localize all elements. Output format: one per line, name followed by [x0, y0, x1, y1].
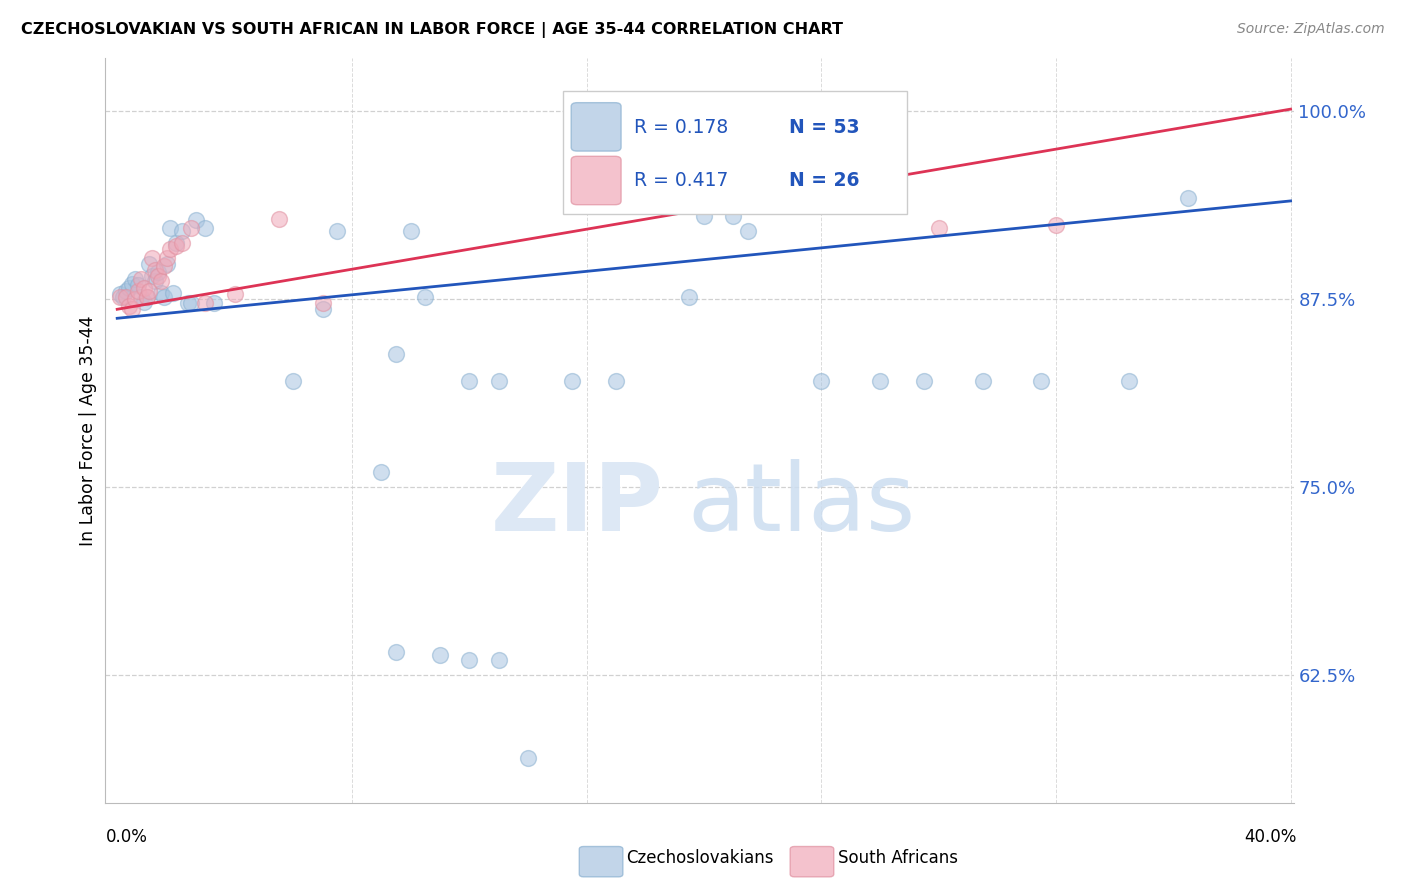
Text: R = 0.178: R = 0.178: [634, 118, 728, 136]
Text: N = 26: N = 26: [789, 171, 859, 190]
Point: [118, 281, 141, 295]
Point: [413, 290, 436, 304]
Text: ZIP: ZIP: [491, 458, 664, 551]
Point: [912, 375, 935, 389]
Point: [135, 290, 157, 304]
Point: [458, 375, 481, 389]
Point: [283, 375, 305, 389]
Point: [124, 272, 146, 286]
Point: [159, 242, 181, 256]
Point: [737, 224, 759, 238]
FancyBboxPatch shape: [571, 156, 621, 204]
Point: [810, 375, 832, 389]
Y-axis label: In Labor Force | Age 35-44: In Labor Force | Age 35-44: [79, 315, 97, 546]
Text: R = 0.417: R = 0.417: [634, 171, 728, 190]
Point: [1045, 218, 1067, 232]
Text: Source: ZipAtlas.com: Source: ZipAtlas.com: [1237, 22, 1385, 37]
Point: [972, 375, 994, 389]
FancyBboxPatch shape: [571, 103, 621, 151]
Point: [458, 653, 481, 667]
Point: [141, 251, 163, 265]
Point: [150, 285, 173, 300]
Point: [143, 263, 166, 277]
Point: [869, 375, 891, 389]
Point: [108, 290, 131, 304]
Text: South Africans: South Africans: [838, 849, 957, 867]
Text: 40.0%: 40.0%: [1244, 828, 1296, 846]
Point: [311, 296, 333, 310]
Point: [176, 296, 198, 310]
Point: [156, 251, 179, 265]
Point: [186, 213, 208, 227]
Text: 0.0%: 0.0%: [105, 828, 148, 846]
Point: [202, 296, 225, 310]
Point: [127, 284, 149, 298]
Point: [385, 645, 408, 659]
Point: [194, 296, 217, 310]
Point: [148, 265, 170, 279]
Point: [112, 290, 135, 304]
Point: [399, 224, 422, 238]
Point: [678, 290, 700, 304]
Point: [115, 284, 138, 298]
Point: [1118, 375, 1140, 389]
Point: [108, 287, 131, 301]
Point: [148, 269, 170, 284]
Point: [180, 296, 202, 310]
Point: [429, 648, 451, 663]
Point: [159, 221, 181, 235]
Point: [153, 259, 176, 273]
Point: [115, 290, 138, 304]
Point: [165, 239, 187, 253]
Point: [129, 272, 152, 286]
Point: [605, 375, 627, 389]
Point: [165, 235, 187, 250]
Text: Czechoslovakians: Czechoslovakians: [626, 849, 773, 867]
Point: [138, 257, 160, 271]
Point: [488, 653, 510, 667]
Point: [124, 292, 146, 306]
Point: [127, 278, 149, 293]
Text: atlas: atlas: [688, 458, 915, 551]
Point: [118, 299, 141, 313]
Point: [1177, 191, 1199, 205]
Point: [488, 375, 510, 389]
Point: [135, 290, 157, 304]
Point: [561, 375, 583, 389]
Point: [132, 281, 155, 295]
Point: [194, 221, 217, 235]
Point: [516, 750, 538, 764]
Point: [385, 347, 408, 361]
Point: [121, 302, 143, 317]
Point: [311, 302, 333, 317]
Point: [370, 465, 392, 479]
Point: [693, 209, 716, 223]
Point: [180, 221, 202, 235]
Point: [721, 209, 744, 223]
Point: [267, 211, 290, 226]
Point: [132, 294, 155, 309]
Point: [143, 274, 166, 288]
Point: [121, 277, 143, 291]
Point: [1031, 375, 1053, 389]
Point: [150, 274, 173, 288]
Point: [224, 287, 246, 301]
Text: N = 53: N = 53: [789, 118, 859, 136]
Point: [162, 285, 184, 300]
Text: CZECHOSLOVAKIAN VS SOUTH AFRICAN IN LABOR FORCE | AGE 35-44 CORRELATION CHART: CZECHOSLOVAKIAN VS SOUTH AFRICAN IN LABO…: [21, 22, 844, 38]
Point: [138, 284, 160, 298]
Point: [129, 290, 152, 304]
Point: [170, 224, 193, 238]
FancyBboxPatch shape: [562, 92, 907, 214]
Point: [153, 290, 176, 304]
Point: [326, 224, 349, 238]
Point: [170, 235, 193, 250]
Point: [928, 221, 950, 235]
Point: [156, 257, 179, 271]
Point: [141, 269, 163, 284]
